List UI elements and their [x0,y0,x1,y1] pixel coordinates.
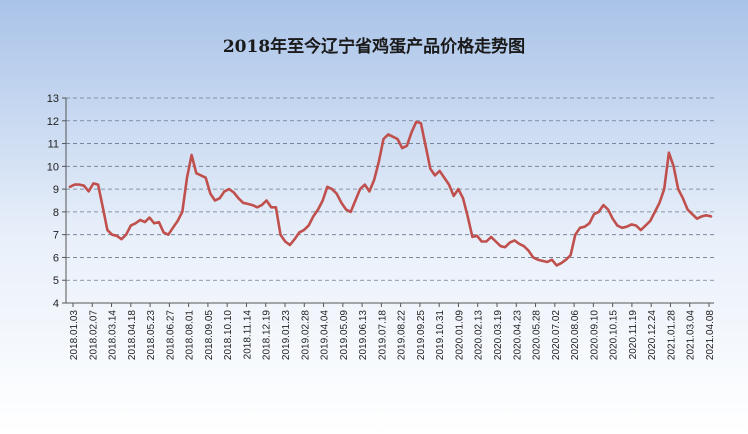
x-tick-label: 2018.09.05 [204,310,215,360]
x-tick-label: 2019.02.28 [300,310,311,360]
x-tick-label: 2018.05.23 [146,310,157,360]
x-tick-label: 2019.07.18 [377,310,388,360]
x-tick-label: 2020.11.19 [628,310,639,360]
x-tick-label: 2018.02.07 [88,310,99,360]
y-tick-label: 11 [48,139,59,151]
x-tick-label: 2019.05.09 [339,310,350,360]
x-tick-label: 2019.09.25 [416,310,427,360]
x-tick-label: 2021.03.04 [686,310,697,360]
x-tick-label: 2021.01.28 [666,310,677,360]
series-line [68,120,713,267]
x-tick-label: 2018.06.27 [165,310,176,360]
gridlines [66,97,714,281]
x-tick-label: 2020.10.15 [609,310,620,360]
y-tick-label: 13 [47,93,59,105]
x-tick-label: 2020.03.19 [493,310,504,360]
series-group [68,120,713,267]
y-tick-label: 5 [53,275,59,287]
x-tick-label: 2020.08.06 [570,310,581,360]
x-tick-label: 2018.11.14 [242,310,253,360]
x-tick-label: 2020.04.23 [512,310,523,360]
x-tick-label: 2020.12.24 [647,310,658,360]
y-tick-label: 9 [53,184,59,196]
x-tick-label: 2020.05.28 [532,310,543,360]
x-tick-label: 2020.02.13 [474,310,485,360]
x-tick-label: 2018.08.01 [185,310,196,360]
axes [65,98,714,304]
chart-title: 2018年至今辽宁省鸡蛋产品价格走势图 [222,37,526,57]
x-tick-label: 2020.09.10 [589,310,600,360]
y-tick-label: 8 [53,207,59,219]
x-tick-label: 2019.01.23 [281,310,292,360]
x-tick-label: 2018.12.19 [262,310,273,360]
y-axis-ticks: 4 5 6 7 8 9 10 11 12 13 [47,93,66,310]
x-tick-label: 2018.10.10 [223,310,234,360]
x-tick-label: 2019.08.22 [397,310,408,360]
x-tick-label: 2018.04.18 [127,310,138,360]
x-tick-label: 2019.10.31 [435,310,446,360]
y-tick-label: 4 [53,298,59,310]
x-tick-label: 2020.01.09 [454,310,465,360]
y-tick-label: 10 [47,161,59,173]
x-tick-label: 2019.06.13 [358,310,369,360]
y-tick-label: 7 [53,230,59,242]
x-tick-label: 2018.03.14 [108,310,119,360]
y-tick-label: 6 [53,252,59,264]
x-tick-label: 2018.01.03 [69,310,80,360]
x-tick-label: 2019.04.04 [320,310,331,360]
x-tick-label: 2020.07.02 [551,310,562,360]
x-axis-ticks: 2018.01.03 2018.02.07 2018.03.14 2018.04.18… [69,303,716,360]
x-tick-label: 2021.04.08 [705,310,716,360]
y-tick-label: 12 [47,116,59,128]
